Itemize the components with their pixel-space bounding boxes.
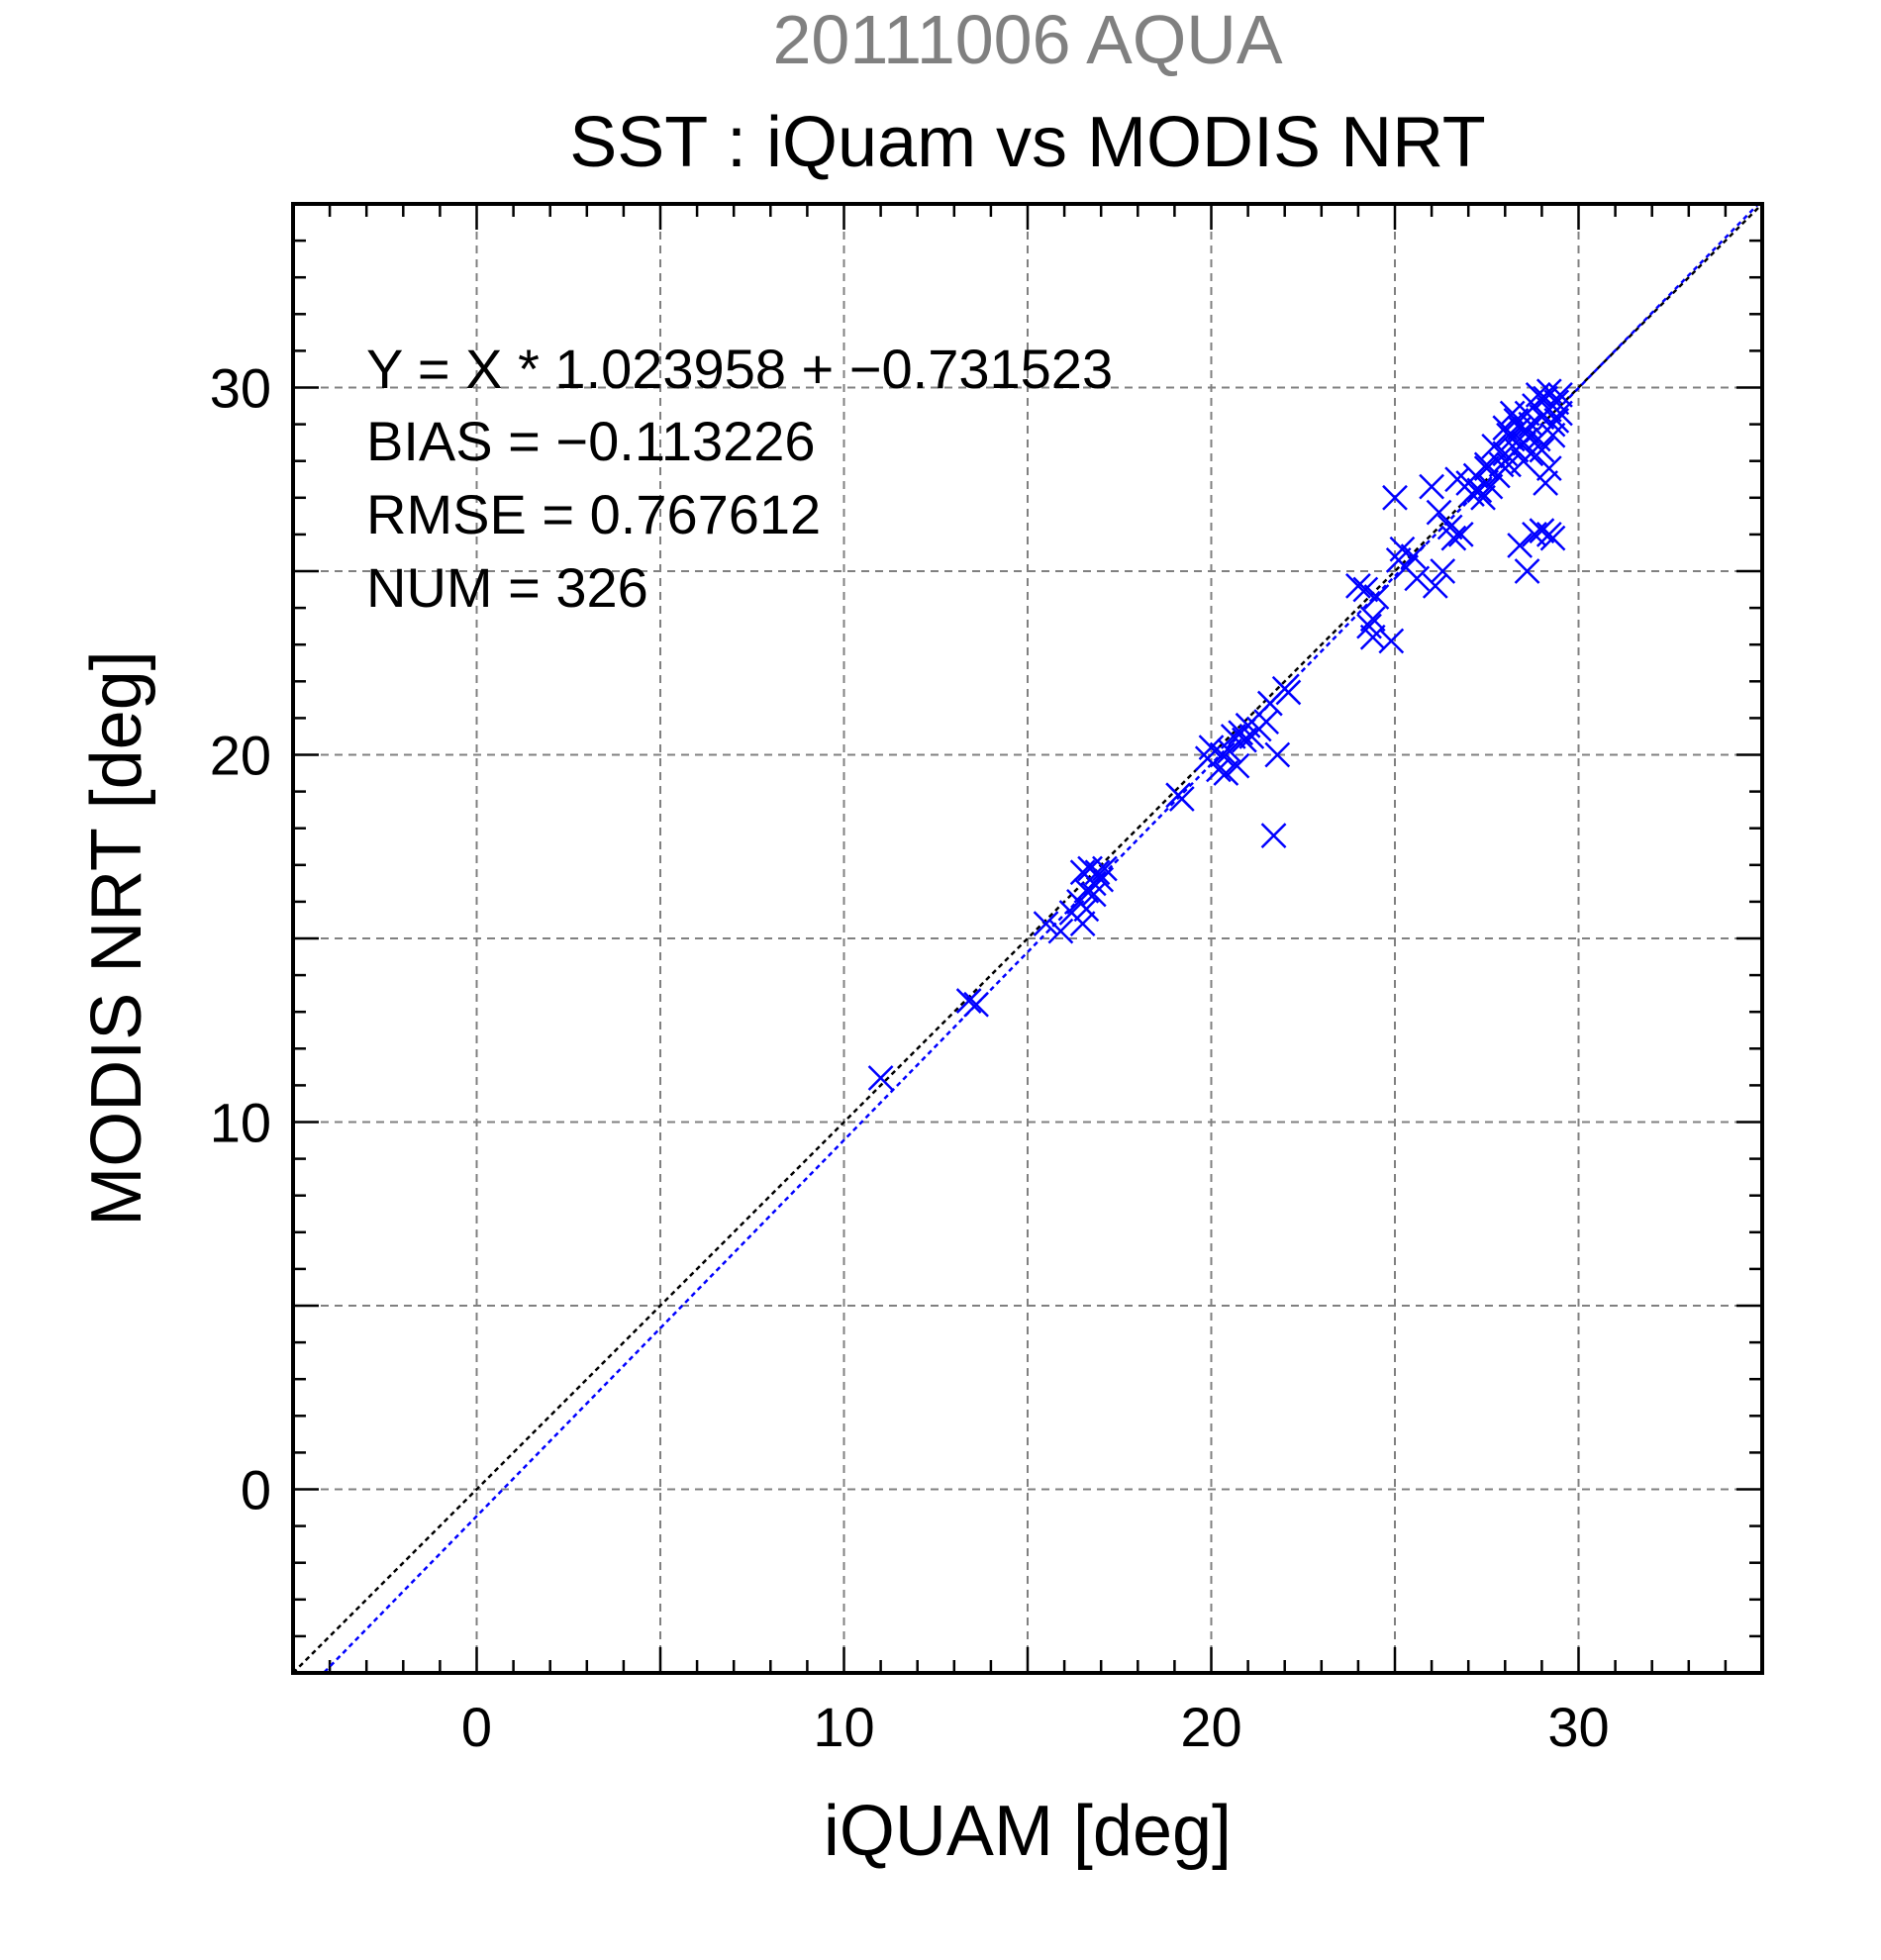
data-point [1522,522,1547,547]
data-point [1400,543,1427,570]
data-point [1359,606,1386,633]
y-axis-label: MODIS NRT [deg] [77,650,156,1226]
data-point [1073,896,1100,923]
data-point [1547,400,1573,427]
data-point [1422,572,1448,599]
data-point [1378,628,1405,654]
data-point [1539,525,1566,551]
data-point [1503,408,1530,434]
chart-supertitle: 20111006 AQUA [772,1,1282,78]
data-point [1507,533,1534,558]
data-point [1533,470,1558,496]
data-point [1275,679,1302,706]
data-point [963,991,989,1018]
data-point [1426,499,1452,526]
x-tick-label: 30 [1547,1696,1609,1758]
data-point [1430,558,1456,584]
data-point [1499,400,1526,427]
chart-title: SST : iQuam vs MODIS NRT [569,103,1486,182]
data-point [1073,877,1100,904]
y-tick-label: 30 [210,357,271,420]
data-point [1473,451,1500,478]
data-point [1352,576,1379,603]
bias-value: BIAS = −0.113226 [366,410,816,472]
data-point [1470,484,1496,511]
stats-annotation: Y = X * 1.023958 + −0.731523 BIAS = −0.1… [366,338,1113,619]
data-point [1440,525,1467,551]
data-point [1260,823,1287,849]
data-point [1080,881,1107,908]
data-points [867,378,1573,1091]
rmse-value: RMSE = 0.767612 [366,483,821,545]
data-point [1481,433,1508,459]
data-point [1084,859,1111,886]
data-point [1264,741,1291,768]
data-point [1477,473,1504,500]
plot-frame [291,202,1764,1675]
data-point [955,988,982,1014]
data-point [1404,565,1431,592]
grid-lines [293,204,1762,1673]
x-tick-label: 0 [461,1696,492,1758]
data-point [1047,918,1074,944]
data-point [1518,441,1544,467]
data-point [1168,786,1195,812]
data-point [1529,518,1555,544]
data-point [1224,752,1250,779]
data-point [1419,473,1444,500]
fit-equation: Y = X * 1.023958 + −0.731523 [366,338,1113,400]
num-value: NUM = 326 [366,556,648,619]
x-tick-label: 20 [1180,1696,1241,1758]
data-point [1547,382,1573,408]
y-tick-label: 20 [210,725,271,787]
data-point [1363,584,1390,610]
y-tick-labels: 0 10 20 30 [210,357,271,1521]
axis-ticks [291,202,1764,1675]
data-point [1217,737,1242,764]
data-point [1069,911,1096,937]
x-tick-label: 10 [813,1696,874,1758]
data-point [1539,422,1566,448]
data-point [1535,455,1562,482]
y-tick-label: 10 [210,1092,271,1154]
data-point [1213,760,1239,786]
data-point [1345,572,1371,599]
data-point [1543,408,1570,434]
data-point [1514,558,1540,584]
x-tick-labels: 0 10 20 30 [461,1696,1610,1758]
data-point [1092,855,1118,882]
data-point [1496,451,1522,478]
fit-line [322,204,1760,1673]
data-point [1232,727,1257,753]
data-point [867,1065,894,1091]
data-point [1496,422,1522,448]
data-point [1492,415,1519,441]
data-point [1447,522,1474,547]
data-point [1033,911,1059,937]
y-tick-label: 0 [241,1459,271,1521]
data-point [1253,709,1280,735]
data-point [1382,484,1408,511]
x-axis-label: iQUAM [deg] [824,1792,1232,1871]
